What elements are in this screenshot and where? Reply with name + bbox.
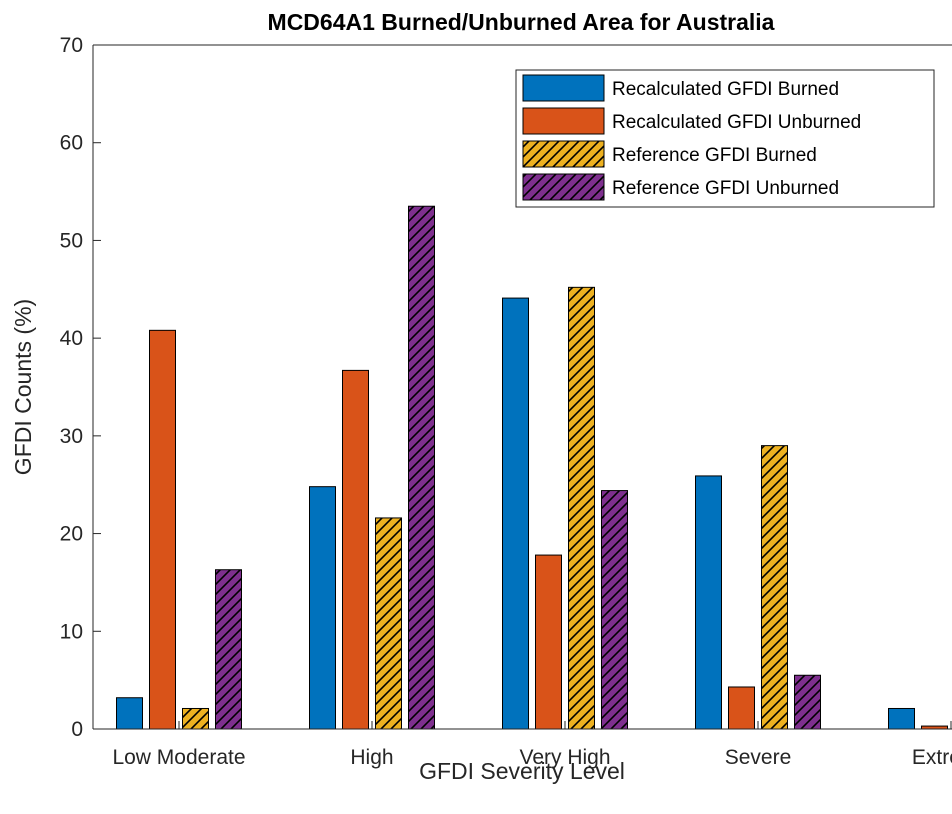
bar-s1-c1 [342,369,369,730]
bar-s1-c3 [728,686,755,730]
y-tick-label-3: 30 [60,425,83,448]
y-tick-label-7: 70 [60,34,83,57]
legend-swatch-1 [522,107,605,135]
bar-s0-c2 [502,297,529,730]
legend-swatch-0 [522,74,605,102]
x-tick-label-2: Very High [519,746,610,769]
bar-s1-c0 [149,329,176,730]
legend: Recalculated GFDI Burned Recalculated GFD… [515,69,935,208]
bar-s0-c4 [888,707,915,730]
chart-title: MCD64A1 Burned/Unburned Area for Austral… [268,9,775,35]
x-tick-label-4: Extreme [912,746,952,769]
y-tick-label-4: 40 [60,327,83,350]
y-tick-label-0: 0 [71,718,83,741]
legend-label-3: Reference GFDI Unburned [612,178,839,199]
y-tick-label-5: 50 [60,229,83,252]
bar-hatch-s2-c1 [375,517,402,729]
bar-hatch-s3-c0 [215,569,242,729]
legend-label-0: Recalculated GFDI Burned [612,79,839,100]
bar-s0-c0 [116,697,143,730]
bar-s0-c1 [309,486,336,730]
bar-hatch-s2-c2 [568,287,595,729]
x-axis-label: GFDI Severity Level [419,758,625,784]
y-tick-label-6: 60 [60,132,83,155]
legend-swatch-hatch-3 [523,174,604,200]
x-tick-label-3: Severe [725,746,792,769]
y-ticks: 0 10 20 30 40 50 60 70 [60,34,101,741]
y-tick-label-1: 10 [60,620,83,643]
bar-hatch-s3-c1 [408,206,435,729]
y-axis-label: GFDI Counts (%) [10,299,36,475]
bar-s0-c3 [695,475,722,730]
bar-hatch-s3-c2 [601,490,628,729]
bar-hatch-s2-c3 [761,445,788,729]
x-tick-label-0: Low Moderate [112,746,245,769]
legend-swatch-hatch-2 [523,141,604,167]
bar-hatch-s3-c3 [794,675,821,729]
bars-layer [116,205,948,730]
legend-label-1: Recalculated GFDI Unburned [612,112,861,133]
bar-hatch-s2-c0 [182,708,209,729]
legend-label-2: Reference GFDI Burned [612,145,817,166]
bar-s1-c2 [535,554,562,730]
x-tick-label-1: High [350,746,393,769]
x-ticks: Low Moderate High Very High Severe Extreme [112,721,952,769]
y-tick-label-2: 20 [60,523,83,546]
